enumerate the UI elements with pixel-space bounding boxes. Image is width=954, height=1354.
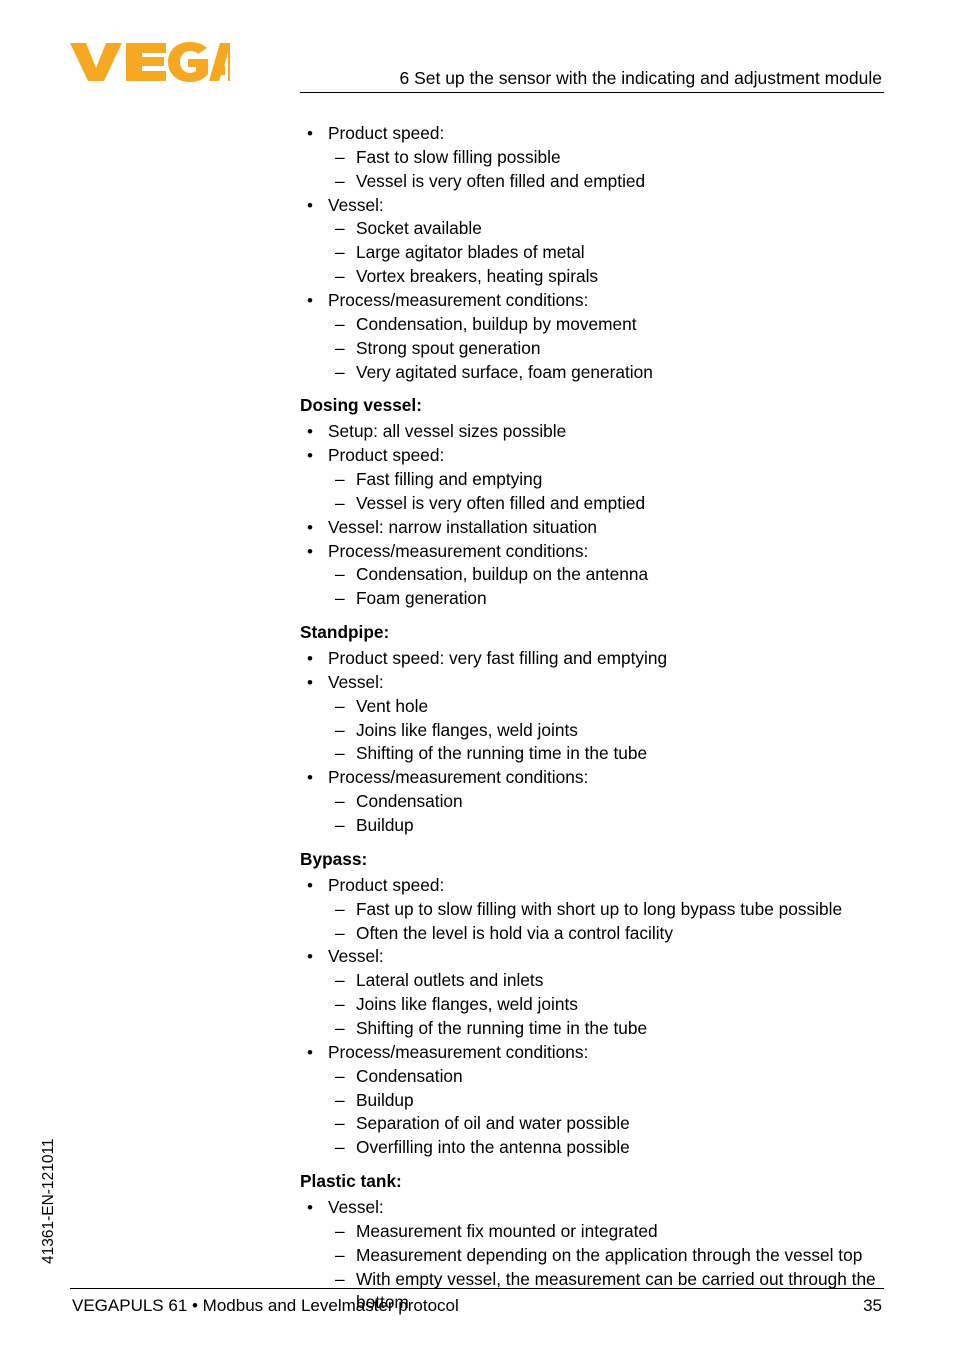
list-item: Strong spout generation xyxy=(328,337,884,361)
footer-title: VEGAPULS 61 • Modbus and Levelmaster pro… xyxy=(72,1296,459,1316)
list-item: Buildup xyxy=(328,1089,884,1113)
list-item: Measurement fix mounted or integrated xyxy=(328,1220,884,1244)
list-item: Condensation xyxy=(328,790,884,814)
list-item: Lateral outlets and inlets xyxy=(328,969,884,993)
section-header: 6 Set up the sensor with the indicating … xyxy=(399,68,882,89)
item-label: Product speed: xyxy=(328,875,444,895)
list-item: Vent hole xyxy=(328,695,884,719)
list-item: Process/measurement conditions: Condensa… xyxy=(300,766,884,838)
list-item: Setup: all vessel sizes possible xyxy=(300,420,884,444)
list-item: Process/measurement conditions: Condensa… xyxy=(300,289,884,384)
list-item: Fast filling and emptying xyxy=(328,468,884,492)
item-label: Product speed: xyxy=(328,123,444,143)
item-label: Process/measurement conditions: xyxy=(328,290,588,310)
item-label: Vessel: xyxy=(328,1197,384,1217)
list-item: Buildup xyxy=(328,814,884,838)
list-item: Overfilling into the antenna possible xyxy=(328,1136,884,1160)
item-label: Vessel: xyxy=(328,195,384,215)
list-item: Foam generation xyxy=(328,587,884,611)
item-label: Product speed: xyxy=(328,445,444,465)
list-item: Product speed: very fast filling and emp… xyxy=(300,647,884,671)
list-item: Product speed: Fast filling and emptying… xyxy=(300,444,884,516)
section-title: Standpipe: xyxy=(300,621,884,645)
list-item: Fast up to slow filling with short up to… xyxy=(328,898,884,922)
list-item: Vessel is very often filled and emptied xyxy=(328,170,884,194)
list-item: Vessel: Socket available Large agitator … xyxy=(300,194,884,289)
list-item: Process/measurement conditions: Condensa… xyxy=(300,540,884,612)
list-item: Large agitator blades of metal xyxy=(328,241,884,265)
item-label: Process/measurement conditions: xyxy=(328,541,588,561)
list-item: Product speed: Fast to slow filling poss… xyxy=(300,122,884,194)
list-item: Product speed: Fast up to slow filling w… xyxy=(300,874,884,946)
main-content: Product speed: Fast to slow filling poss… xyxy=(300,122,884,1315)
list-item: Very agitated surface, foam generation xyxy=(328,361,884,385)
list-item: Condensation xyxy=(328,1065,884,1089)
list-item: Separation of oil and water possible xyxy=(328,1112,884,1136)
list-item: Often the level is hold via a control fa… xyxy=(328,922,884,946)
section-title: Plastic tank: xyxy=(300,1170,884,1194)
list-item: Fast to slow filling possible xyxy=(328,146,884,170)
list-item: Condensation, buildup by movement xyxy=(328,313,884,337)
list-item: Measurement depending on the application… xyxy=(328,1244,884,1268)
list-item: Joins like flanges, weld joints xyxy=(328,719,884,743)
list-item: Shifting of the running time in the tube xyxy=(328,1017,884,1041)
list-item: Joins like flanges, weld joints xyxy=(328,993,884,1017)
section-title: Dosing vessel: xyxy=(300,394,884,418)
page-number: 35 xyxy=(863,1296,882,1316)
list-item: Process/measurement conditions: Condensa… xyxy=(300,1041,884,1160)
header-rule xyxy=(300,92,884,93)
list-item: Socket available xyxy=(328,217,884,241)
footer-rule xyxy=(70,1288,884,1289)
item-label: Vessel: xyxy=(328,672,384,692)
list-item: Vortex breakers, heating spirals xyxy=(328,265,884,289)
brand-logo xyxy=(70,42,230,87)
list-item: Vessel: narrow installation situation xyxy=(300,516,884,540)
list-item: Vessel is very often filled and emptied xyxy=(328,492,884,516)
item-label: Process/measurement conditions: xyxy=(328,767,588,787)
document-id: 41361-EN-121011 xyxy=(40,1138,58,1264)
item-label: Process/measurement conditions: xyxy=(328,1042,588,1062)
list-item: Shifting of the running time in the tube xyxy=(328,742,884,766)
item-label: Vessel: xyxy=(328,946,384,966)
list-item: Vessel: Vent hole Joins like flanges, we… xyxy=(300,671,884,766)
section-title: Bypass: xyxy=(300,848,884,872)
list-item: Condensation, buildup on the antenna xyxy=(328,563,884,587)
list-item: Vessel: Lateral outlets and inlets Joins… xyxy=(300,945,884,1040)
